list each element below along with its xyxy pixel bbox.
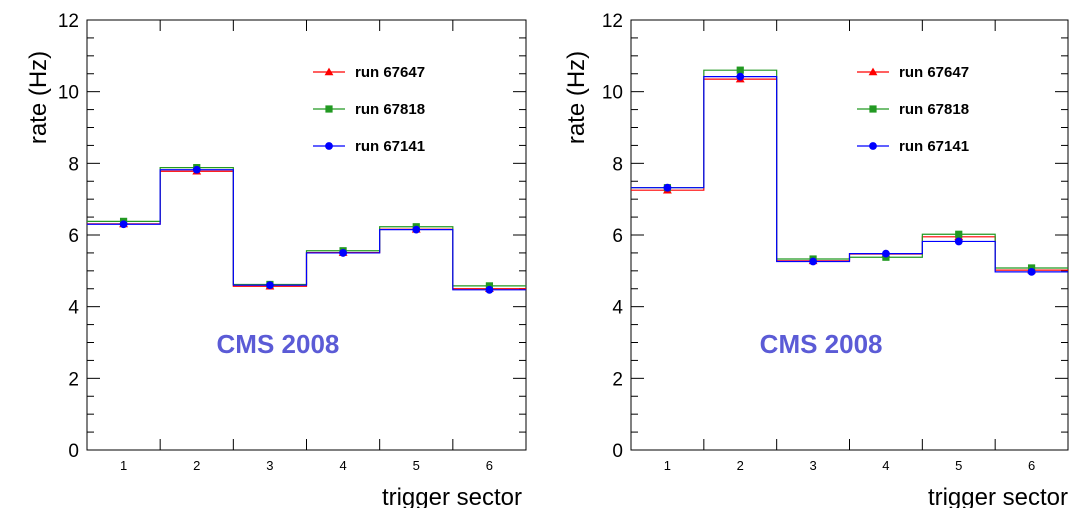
legend-marker — [325, 105, 333, 113]
legend-label: run 67818 — [899, 101, 969, 118]
legend-label: run 67647 — [355, 64, 425, 81]
x-tick-label: 1 — [120, 458, 127, 473]
legend: run 67647 run 67818 run 67141 — [313, 64, 425, 155]
legend-label: run 67141 — [899, 138, 969, 155]
legend-marker — [868, 67, 878, 76]
y-tick-label: 10 — [602, 83, 623, 104]
legend: run 67647 run 67818 run 67141 — [857, 64, 969, 155]
legend-marker — [869, 105, 877, 113]
y-tick-label: 8 — [612, 154, 623, 175]
y-tick-label: 6 — [612, 226, 623, 247]
data-point — [663, 183, 672, 192]
data-point — [955, 230, 963, 238]
cms-annotation: CMS 2008 — [760, 329, 883, 359]
plot-frame — [86, 19, 527, 451]
data-point — [1027, 268, 1036, 276]
x-tick-label: 2 — [193, 458, 200, 473]
series-1 — [631, 74, 1068, 274]
cms-annotation: CMS 2008 — [217, 329, 340, 359]
legend-label: run 67818 — [355, 101, 425, 118]
y-tick-label: 0 — [612, 441, 623, 462]
series-2 — [631, 66, 1068, 272]
data-point — [339, 249, 347, 257]
data-point — [485, 285, 494, 294]
x-tick-label: 3 — [809, 458, 816, 473]
data-point — [736, 66, 744, 74]
y-tick-label: 12 — [58, 11, 79, 32]
legend-marker — [325, 142, 333, 150]
series-3 — [631, 72, 1068, 276]
legend-label: run 67647 — [899, 64, 969, 81]
data-point — [1027, 264, 1036, 272]
data-point — [954, 237, 963, 246]
data-point — [119, 220, 128, 229]
x-tick-label: 3 — [266, 458, 273, 473]
data-point — [882, 249, 890, 258]
x-tick-label: 4 — [882, 458, 889, 473]
series-line — [631, 78, 1068, 271]
y-tick-label: 4 — [612, 298, 623, 319]
x-tick-label: 5 — [955, 458, 962, 473]
x-tick-label: 4 — [339, 458, 346, 473]
legend-label: run 67141 — [355, 138, 425, 155]
y-tick-label: 10 — [58, 83, 79, 104]
data-point — [809, 257, 817, 266]
y-tick-label: 2 — [68, 369, 79, 390]
x-tick-label: 2 — [737, 458, 744, 473]
y-tick-label: 4 — [68, 298, 79, 319]
y-tick-label: 8 — [68, 154, 79, 175]
x-tick-label: 5 — [413, 458, 420, 473]
data-point — [266, 281, 274, 290]
y-tick-label: 6 — [68, 226, 79, 247]
x-tick-label: 1 — [664, 458, 671, 473]
data-point — [412, 225, 421, 234]
data-point — [485, 282, 494, 290]
data-point — [192, 165, 201, 174]
series-line — [87, 169, 526, 291]
x-tick-label: 6 — [486, 458, 493, 473]
data-point — [736, 72, 745, 81]
y-axis-title: rate (Hz) — [25, 51, 52, 144]
x-tick-label: 6 — [1028, 458, 1035, 473]
legend-marker — [324, 67, 334, 76]
y-tick-label: 12 — [602, 11, 623, 32]
y-tick-label: 2 — [612, 369, 623, 390]
x-axis-title: trigger sector — [928, 484, 1068, 508]
legend-marker — [869, 142, 877, 150]
y-axis-title: rate (Hz) — [563, 51, 590, 144]
x-axis-title: trigger sector — [382, 484, 522, 508]
series-line — [631, 69, 1068, 269]
series-line — [631, 76, 1068, 273]
plot-frame — [630, 19, 1069, 451]
series-3 — [87, 165, 526, 294]
y-tick-label: 0 — [68, 441, 79, 462]
